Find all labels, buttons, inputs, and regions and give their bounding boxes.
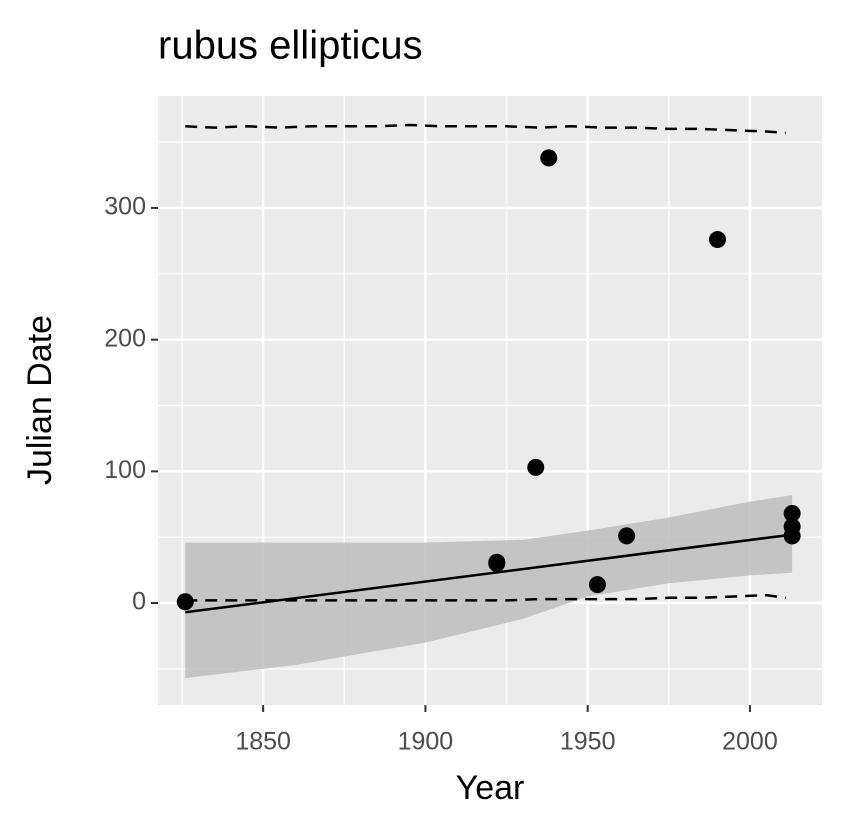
y-tick-label: 0: [132, 588, 146, 616]
point: [783, 527, 801, 545]
fit-line: [185, 533, 793, 614]
x-tick-label: 2000: [722, 728, 778, 756]
x-tick-label: 1850: [235, 728, 291, 756]
quantile-line: [185, 593, 786, 602]
x-tick-label: 1900: [398, 728, 454, 756]
quantile-line: [185, 123, 786, 135]
x-axis-title: Year: [456, 769, 525, 807]
x-tick-label: 1950: [560, 728, 616, 756]
chart-title: rubus ellipticus: [158, 24, 423, 68]
point: [527, 458, 545, 476]
point: [783, 505, 801, 523]
point: [618, 527, 636, 545]
point: [708, 231, 726, 249]
point: [588, 576, 606, 594]
y-axis-title: Julian Date: [21, 315, 59, 485]
confidence-band: [185, 495, 793, 679]
y-tick-label: 100: [104, 456, 146, 484]
point: [488, 555, 506, 573]
y-tick-label: 300: [104, 193, 146, 221]
point: [176, 593, 194, 611]
point: [540, 149, 558, 167]
y-tick-label: 200: [104, 324, 146, 352]
